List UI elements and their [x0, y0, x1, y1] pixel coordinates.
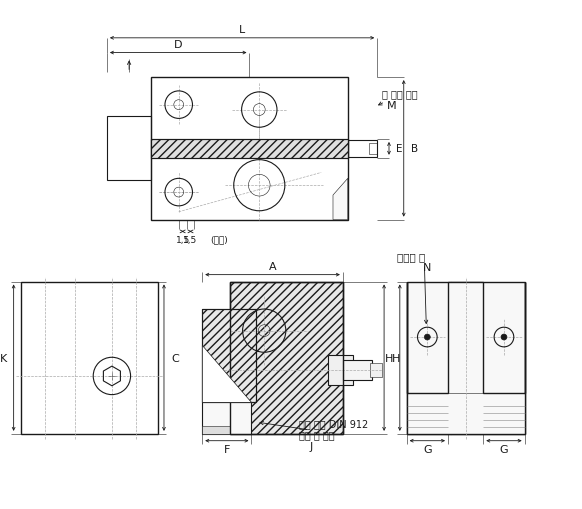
Circle shape: [501, 334, 507, 341]
Bar: [451, 282, 480, 434]
Bar: [347, 141, 377, 157]
Bar: [107, 117, 151, 181]
Text: K: K: [0, 353, 7, 363]
Text: 관통 홀 소켓: 관통 홀 소켓: [299, 429, 334, 439]
Polygon shape: [203, 346, 251, 403]
Text: N: N: [423, 262, 431, 272]
Circle shape: [424, 334, 430, 341]
Bar: [343, 360, 372, 380]
Bar: [203, 309, 256, 403]
Bar: [203, 309, 256, 403]
Text: 1,5: 1,5: [176, 235, 190, 244]
Text: H: H: [385, 353, 393, 363]
Bar: [203, 403, 251, 434]
Text: A: A: [269, 261, 276, 271]
Text: B: B: [411, 144, 418, 154]
Text: 볼 압력 나사: 볼 압력 나사: [382, 89, 418, 99]
Text: (선회): (선회): [210, 235, 228, 244]
Bar: [151, 140, 347, 158]
Text: G: G: [423, 444, 432, 454]
Text: F: F: [223, 444, 230, 454]
Text: H: H: [392, 353, 400, 363]
Bar: [480, 282, 524, 434]
Bar: [407, 282, 451, 434]
Polygon shape: [407, 282, 524, 434]
Text: L: L: [239, 25, 245, 35]
Polygon shape: [333, 179, 347, 220]
Text: C: C: [172, 353, 180, 363]
Bar: [370, 144, 377, 154]
Bar: [20, 282, 158, 434]
Text: G: G: [500, 444, 508, 454]
Bar: [203, 426, 230, 434]
Text: 스레드 핀: 스레드 핀: [397, 251, 425, 262]
Bar: [151, 140, 347, 158]
Bar: [230, 282, 343, 434]
Bar: [328, 355, 353, 385]
Text: E: E: [396, 144, 402, 154]
Text: 1,5: 1,5: [183, 235, 198, 244]
Text: 헤드 나사 DIN 912: 헤드 나사 DIN 912: [299, 418, 368, 428]
Bar: [230, 282, 343, 434]
Bar: [151, 78, 347, 220]
Bar: [370, 363, 382, 377]
Text: D: D: [174, 40, 183, 49]
Text: M: M: [387, 100, 397, 110]
Text: J: J: [310, 441, 313, 451]
